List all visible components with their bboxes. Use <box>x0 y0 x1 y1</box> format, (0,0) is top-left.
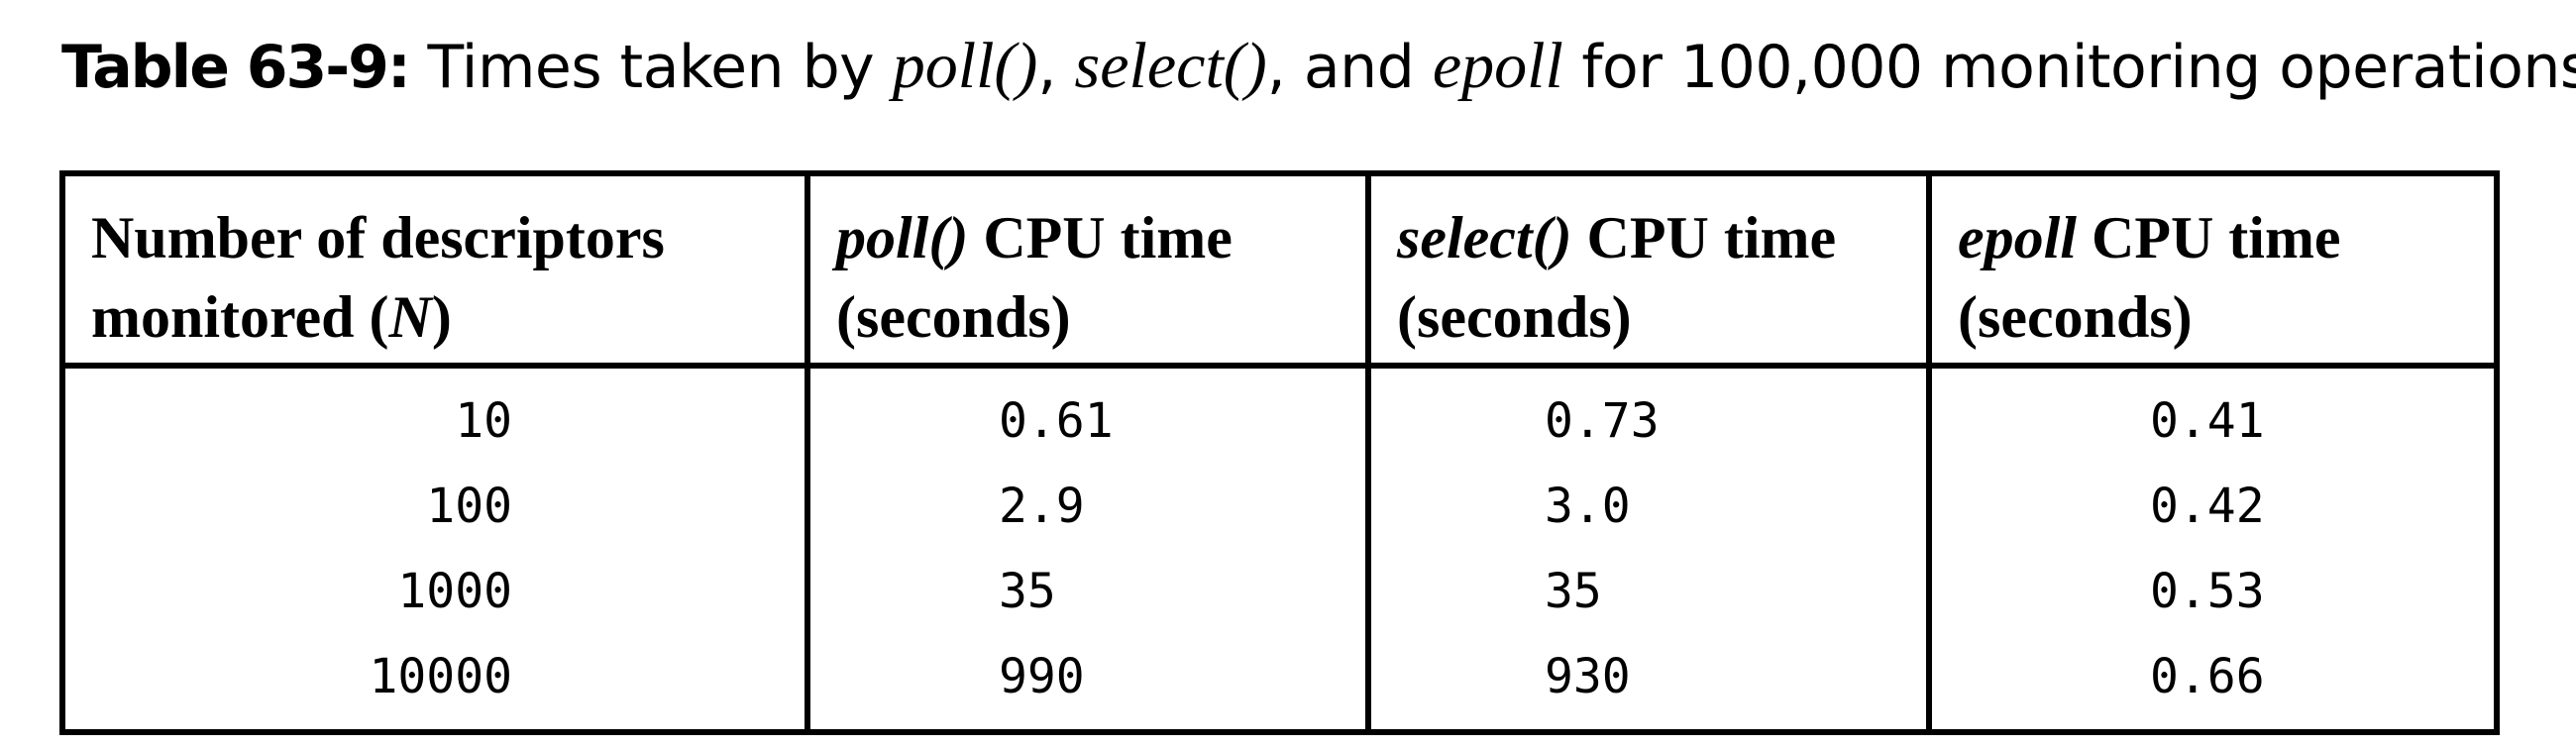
caption-label: Table 63-9: <box>61 33 411 102</box>
cell-n: 100 <box>59 464 810 549</box>
cell-select: 35 <box>1365 549 1932 634</box>
caption-fn-epoll: epoll <box>1432 30 1563 102</box>
cell-epoll: 0.53 <box>1926 549 2500 634</box>
cell-epoll: 0.66 <box>1926 634 2500 735</box>
cell-epoll: 0.42 <box>1926 464 2500 549</box>
cell-select: 930 <box>1365 634 1932 735</box>
timing-table: Number of descriptors monitored (N) poll(… <box>59 170 2500 735</box>
header-select: select() CPU time (seconds) <box>1365 170 1932 369</box>
table-caption: Table 63-9: Times taken by poll(), selec… <box>61 22 2576 112</box>
header-row: Number of descriptors monitored (N) poll(… <box>59 170 2500 369</box>
header-poll: poll() CPU time (seconds) <box>805 170 1371 369</box>
table-row: 100 2.9 3.0 0.42 <box>59 464 2500 549</box>
table-row: 1000 35 35 0.53 <box>59 549 2500 634</box>
header-descriptors: Number of descriptors monitored (N) <box>59 170 810 369</box>
table-row: 10000 990 930 0.66 <box>59 634 2500 735</box>
cell-poll: 990 <box>805 634 1371 735</box>
caption-fn-select: select() <box>1074 30 1267 102</box>
caption-sep: , and <box>1266 33 1433 102</box>
cell-select: 3.0 <box>1365 464 1932 549</box>
table-row: 10 0.61 0.73 0.41 <box>59 366 2500 464</box>
cell-select: 0.73 <box>1365 366 1932 464</box>
caption-text: Times taken by <box>427 33 893 102</box>
header-epoll: epoll CPU time (seconds) <box>1926 170 2500 369</box>
cell-poll: 2.9 <box>805 464 1371 549</box>
cell-n: 1000 <box>59 549 810 634</box>
caption-sep: , <box>1037 33 1075 102</box>
cell-poll: 35 <box>805 549 1371 634</box>
cell-epoll: 0.41 <box>1926 366 2500 464</box>
caption-fn-poll: poll() <box>892 30 1038 102</box>
cell-poll: 0.61 <box>805 366 1371 464</box>
caption-text: for 100,000 monitoring operations <box>1562 33 2576 102</box>
cell-n: 10000 <box>59 634 810 735</box>
cell-n: 10 <box>59 366 810 464</box>
